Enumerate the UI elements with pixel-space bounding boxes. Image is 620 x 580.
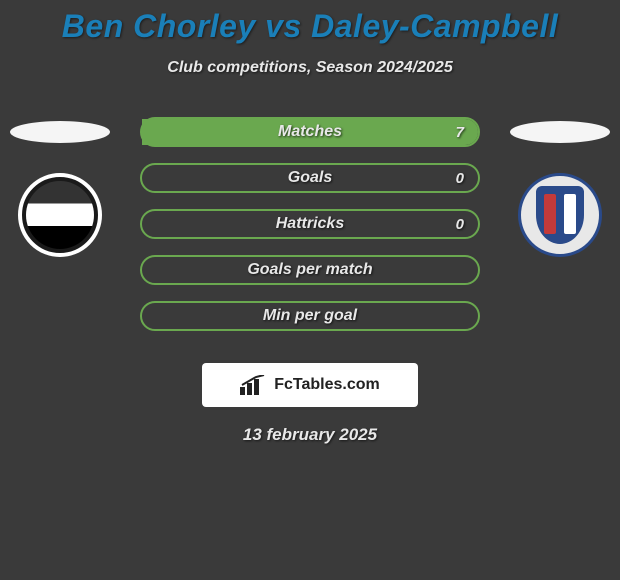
stat-row: Min per goal	[140, 301, 480, 331]
player-right-placeholder	[510, 121, 610, 143]
stat-label: Goals per match	[247, 261, 372, 279]
stat-row: 0 Hattricks	[140, 209, 480, 239]
stat-row: Goals per match	[140, 255, 480, 285]
watermark-chart-icon	[240, 375, 268, 395]
subtitle: Club competitions, Season 2024/2025	[0, 59, 620, 77]
stat-row: 7 Matches	[140, 117, 480, 147]
stat-label: Min per goal	[263, 307, 357, 325]
club-badge-right	[518, 173, 602, 257]
comparison-infographic: Ben Chorley vs Daley-Campbell Club compe…	[0, 0, 620, 445]
stat-value-right: 0	[456, 216, 464, 233]
date-text: 13 february 2025	[0, 425, 620, 445]
stat-label: Goals	[288, 169, 332, 187]
stat-label: Hattricks	[276, 215, 344, 233]
club-badge-left	[18, 173, 102, 257]
watermark-text: FcTables.com	[274, 376, 380, 394]
content-area: 7 Matches 0 Goals 0 Hattricks Goals per match M…	[0, 107, 620, 357]
stat-value-right: 0	[456, 170, 464, 187]
stat-value-right: 7	[456, 124, 464, 141]
stat-row: 0 Goals	[140, 163, 480, 193]
club-badge-right-shield	[536, 186, 584, 244]
stat-label: Matches	[278, 123, 342, 141]
page-title: Ben Chorley vs Daley-Campbell	[0, 0, 620, 45]
club-badge-left-inner	[26, 181, 94, 249]
watermark: FcTables.com	[202, 363, 418, 407]
stats-list: 7 Matches 0 Goals 0 Hattricks Goals per match M…	[140, 117, 480, 347]
player-left-placeholder	[10, 121, 110, 143]
